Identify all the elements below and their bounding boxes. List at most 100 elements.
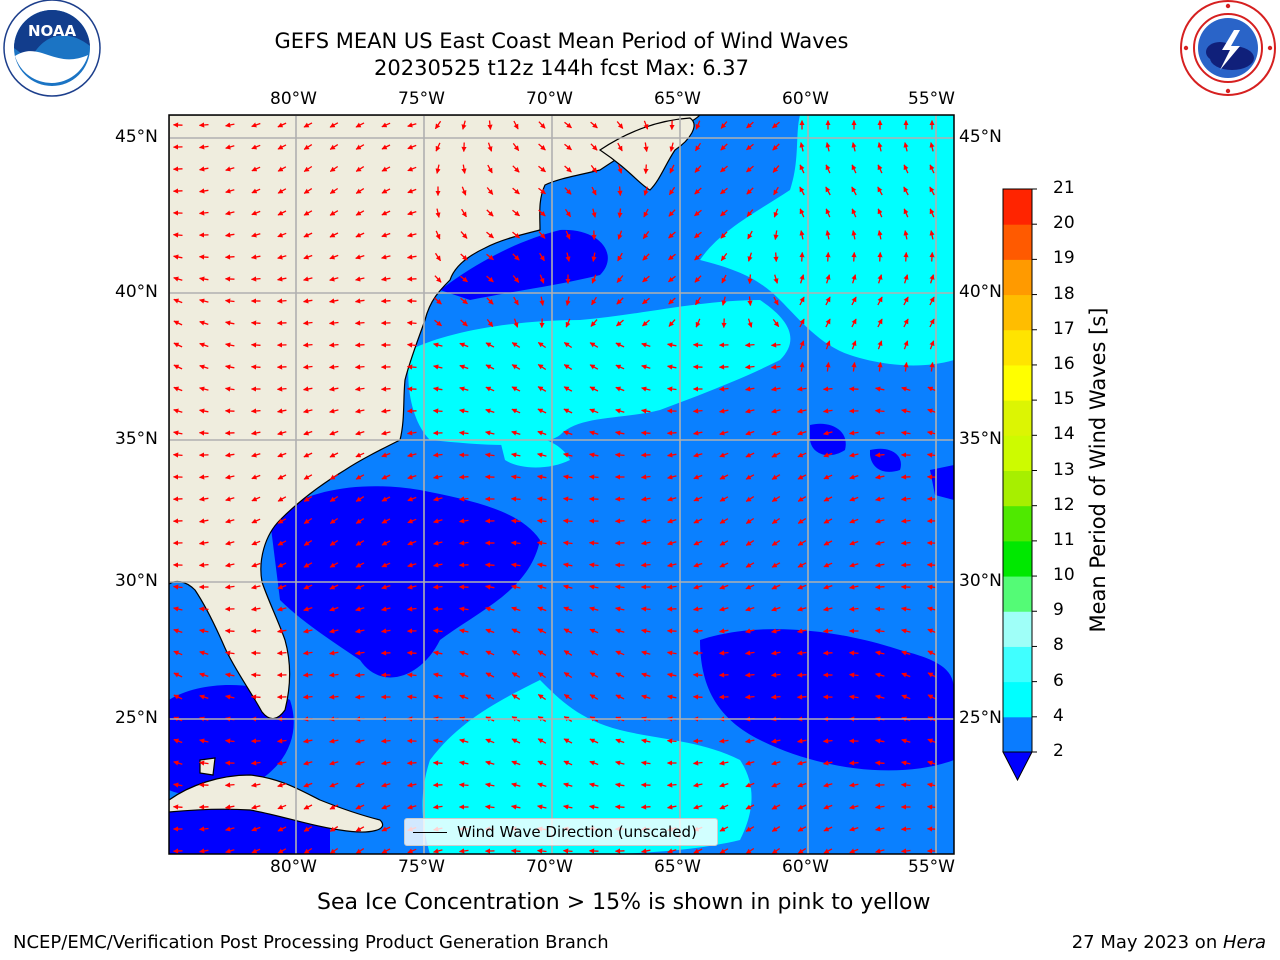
wave-direction-arrow [719,584,729,590]
wave-direction-arrow [563,474,573,480]
wave-direction-arrow [225,694,235,700]
wave-direction-arrow [825,274,831,284]
wave-direction-arrow [225,474,235,480]
wave-direction-arrow [770,694,781,700]
wave-direction-arrow [849,496,859,502]
wave-direction-arrow [251,474,261,480]
wave-direction-arrow [745,804,755,810]
wave-direction-arrow [851,296,857,306]
wave-direction-arrow [823,782,833,788]
wave-direction-arrow [875,496,885,502]
wave-direction-arrow [381,210,391,216]
wave-direction-arrow [903,230,909,240]
wave-direction-arrow [563,408,573,414]
wave-direction-arrow [276,298,287,304]
wave-direction-arrow [615,782,625,788]
wave-direction-arrow [484,452,495,458]
wave-direction-arrow [303,517,313,525]
wave-direction-arrow [745,826,755,832]
wave-direction-arrow [900,496,911,502]
wave-direction-arrow [432,738,443,744]
wave-direction-arrow [744,694,755,700]
wave-direction-arrow [381,166,391,172]
wave-direction-arrow [537,562,547,568]
wave-direction-arrow [303,826,313,832]
wave-direction-arrow [510,518,521,524]
wave-direction-arrow [329,782,339,788]
wave-direction-arrow [328,342,339,348]
wave-direction-arrow [173,782,183,788]
wave-direction-arrow [433,540,443,546]
wave-direction-arrow [562,496,573,502]
lon-label-bottom: 60°W [782,857,829,877]
wave-direction-arrow [929,251,935,262]
wave-direction-arrow [355,782,365,788]
wave-direction-arrow [720,209,728,217]
wave-direction-arrow [640,430,651,436]
wave-direction-arrow [355,122,365,128]
wave-direction-arrow [693,540,703,546]
wave-direction-arrow [563,628,573,634]
wave-direction-arrow [277,782,287,788]
wave-direction-arrow [851,142,857,152]
wave-direction-arrow [641,694,651,700]
wave-direction-arrow [536,496,547,502]
wave-direction-arrow [355,496,365,502]
wave-direction-arrow [354,320,365,326]
wave-direction-arrow [225,496,235,502]
wave-direction-arrow [407,496,417,502]
wave-direction-arrow [563,430,573,436]
wave-direction-arrow [537,650,547,656]
wave-direction-arrow [562,848,573,854]
wave-direction-arrow [563,760,573,766]
wave-direction-arrow [745,517,755,525]
wave-direction-arrow [903,274,909,284]
wave-direction-arrow [329,738,339,744]
lat-label-left: 35°N [115,429,158,449]
wave-direction-arrow [929,274,935,284]
footer-machine: Hera [1222,932,1266,953]
wave-direction-arrow [329,540,339,546]
wave-direction-arrow [329,628,339,634]
wave-direction-arrow [250,760,261,766]
wave-direction-arrow [381,276,391,282]
wave-direction-arrow [511,650,521,656]
wave-direction-arrow [302,320,313,326]
wave-direction-arrow [225,826,235,832]
wave-direction-arrow [538,143,546,151]
wave-direction-arrow [563,562,573,568]
wave-direction-arrow [406,342,417,348]
wave-direction-arrow [589,364,599,370]
wave-direction-arrow [512,209,520,217]
wave-direction-arrow [407,452,417,458]
wave-direction-arrow [435,208,441,218]
wave-direction-arrow [354,386,365,392]
wave-direction-arrow [641,650,651,656]
wave-direction-arrow [744,672,755,678]
wave-direction-arrow [589,782,599,788]
wave-direction-arrow [877,251,883,262]
lat-label-left: 45°N [115,127,158,147]
lon-label-top: 75°W [398,89,445,109]
wave-direction-arrow [927,760,937,766]
wave-direction-arrow [461,164,467,174]
wave-direction-arrow [277,232,287,238]
wave-direction-arrow [591,296,597,306]
wave-direction-arrow [355,144,365,150]
wave-direction-arrow [381,474,391,480]
wave-direction-arrow [565,230,571,240]
wave-direction-arrow [224,782,235,788]
wave-direction-arrow [877,186,883,196]
wave-direction-arrow [642,231,650,240]
wave-direction-arrow [224,584,235,590]
wave-direction-arrow [173,606,183,612]
wave-direction-arrow [796,672,807,678]
wave-direction-arrow [433,848,443,854]
legend-line-swatch [413,831,447,833]
wave-direction-arrow [198,474,209,480]
wave-direction-arrow [355,584,365,590]
wave-direction-arrow [251,540,261,546]
wave-direction-arrow [617,142,623,152]
wave-direction-arrow [225,848,235,854]
wave-direction-arrow [250,672,261,678]
